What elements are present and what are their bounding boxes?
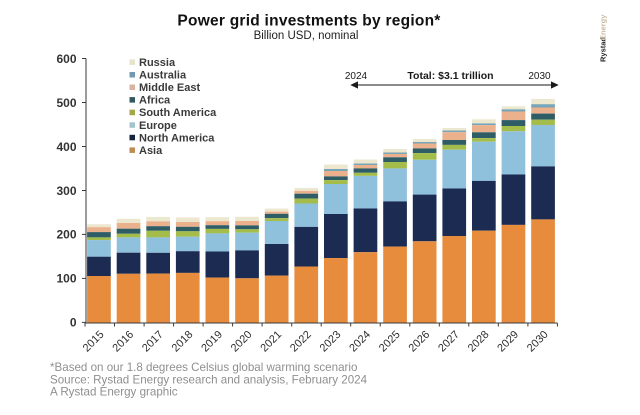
svg-text:Source: Rystad Energy research: Source: Rystad Energy research and analy… <box>50 373 368 386</box>
svg-text:Africa: Africa <box>139 95 171 107</box>
svg-text:Asia: Asia <box>139 145 163 157</box>
svg-text:Total: $3.1 trillion: Total: $3.1 trillion <box>407 70 493 82</box>
svg-text:2024: 2024 <box>345 71 368 82</box>
svg-text:*Based on our 1.8 degrees Cels: *Based on our 1.8 degrees Celsius global… <box>50 361 357 374</box>
svg-text:100: 100 <box>56 272 76 286</box>
svg-text:A Rystad Energy graphic: A Rystad Energy graphic <box>50 385 178 398</box>
svg-text:South America: South America <box>139 107 217 119</box>
svg-text:Power grid investments by regi: Power grid investments by region* <box>177 12 441 29</box>
svg-text:2030: 2030 <box>528 71 551 82</box>
svg-text:500: 500 <box>56 96 76 110</box>
svg-text:Russia: Russia <box>139 57 176 69</box>
svg-text:200: 200 <box>56 228 76 242</box>
svg-text:Europe: Europe <box>139 120 177 132</box>
svg-text:0: 0 <box>70 316 77 330</box>
svg-text:Billion USD, nominal: Billion USD, nominal <box>254 30 359 42</box>
svg-text:North America: North America <box>139 132 215 144</box>
svg-text:Energy: Energy <box>599 14 608 40</box>
svg-text:400: 400 <box>56 140 76 154</box>
svg-text:Rystad: Rystad <box>599 37 608 62</box>
svg-text:Middle East: Middle East <box>139 82 200 94</box>
svg-text:600: 600 <box>56 52 76 66</box>
svg-text:300: 300 <box>56 184 76 198</box>
svg-text:Australia: Australia <box>139 70 187 82</box>
